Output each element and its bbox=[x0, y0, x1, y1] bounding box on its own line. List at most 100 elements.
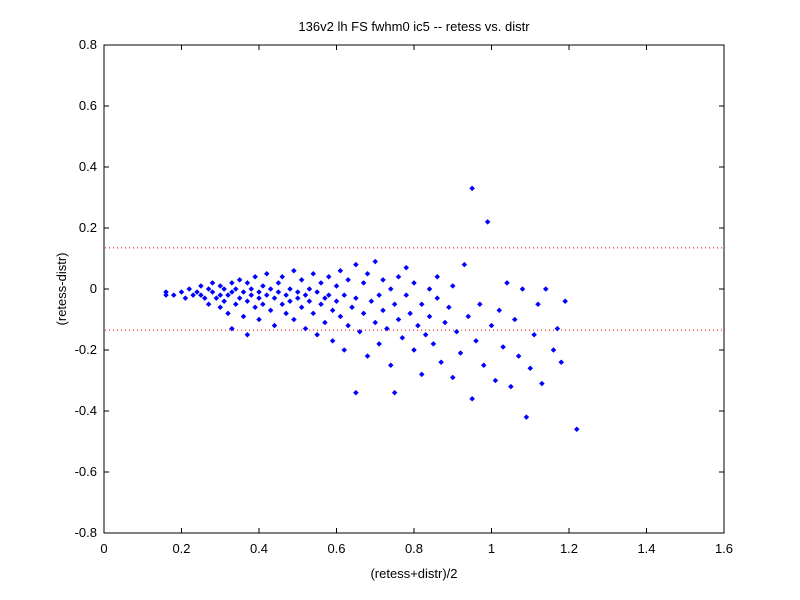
data-point bbox=[364, 353, 371, 359]
data-point bbox=[387, 286, 394, 292]
x-tick-label: 0.8 bbox=[405, 541, 423, 556]
data-point bbox=[337, 313, 344, 320]
data-point bbox=[345, 322, 351, 329]
data-point bbox=[395, 273, 402, 280]
data-point bbox=[418, 371, 425, 378]
data-point bbox=[302, 292, 309, 298]
data-point bbox=[407, 310, 413, 317]
y-tick-label: -0.2 bbox=[75, 342, 97, 357]
data-point bbox=[252, 304, 258, 311]
data-point bbox=[376, 341, 382, 347]
y-tick-label: -0.8 bbox=[75, 525, 97, 540]
data-point bbox=[511, 316, 518, 323]
data-point bbox=[318, 301, 324, 308]
data-point bbox=[302, 325, 309, 332]
data-point bbox=[391, 389, 398, 396]
data-point bbox=[558, 359, 565, 366]
data-point bbox=[484, 219, 491, 225]
x-tick-label: 0.4 bbox=[250, 541, 268, 556]
data-point bbox=[337, 267, 344, 274]
data-point bbox=[229, 325, 235, 332]
data-point bbox=[403, 292, 410, 298]
data-point bbox=[341, 292, 348, 298]
data-point bbox=[225, 310, 231, 317]
data-point bbox=[465, 313, 472, 320]
data-point bbox=[515, 353, 522, 359]
data-point bbox=[252, 273, 258, 280]
data-point bbox=[380, 307, 386, 314]
data-point bbox=[248, 286, 255, 292]
data-point bbox=[473, 337, 479, 344]
data-point bbox=[244, 298, 251, 305]
data-point bbox=[279, 273, 286, 280]
data-point bbox=[430, 341, 437, 347]
data-point bbox=[480, 362, 487, 369]
data-point bbox=[453, 328, 460, 335]
data-point bbox=[256, 316, 262, 323]
data-point bbox=[531, 331, 537, 338]
data-point bbox=[426, 313, 433, 320]
data-point bbox=[496, 307, 503, 314]
data-point bbox=[229, 289, 235, 295]
data-point bbox=[283, 310, 289, 317]
data-point bbox=[353, 389, 359, 396]
reference-lines bbox=[105, 247, 723, 331]
data-point bbox=[469, 395, 475, 402]
data-point bbox=[310, 270, 317, 277]
data-point bbox=[244, 331, 251, 338]
data-point bbox=[198, 283, 204, 289]
data-point bbox=[275, 289, 282, 295]
x-tick-label: 1 bbox=[488, 541, 495, 556]
data-point bbox=[395, 316, 402, 323]
data-point bbox=[387, 362, 394, 369]
data-point bbox=[170, 292, 177, 298]
data-point bbox=[190, 292, 196, 298]
data-point bbox=[260, 283, 266, 289]
x-tick-label: 1.6 bbox=[715, 541, 733, 556]
data-point bbox=[469, 185, 475, 192]
data-point bbox=[209, 280, 216, 286]
data-point bbox=[554, 325, 561, 332]
data-point bbox=[279, 301, 286, 308]
data-point bbox=[504, 280, 510, 286]
data-point bbox=[461, 261, 468, 268]
data-point bbox=[256, 295, 262, 302]
data-point bbox=[345, 276, 351, 283]
data-point bbox=[542, 286, 549, 292]
data-point bbox=[217, 283, 224, 289]
y-tick-label: -0.4 bbox=[75, 403, 97, 418]
data-point bbox=[535, 301, 541, 308]
y-tick-label: 0.8 bbox=[79, 37, 97, 52]
data-point bbox=[205, 301, 212, 308]
data-point bbox=[209, 289, 216, 295]
data-point bbox=[411, 347, 417, 353]
data-point bbox=[294, 289, 301, 295]
data-point bbox=[182, 295, 189, 302]
chart-title: 136v2 lh FS fwhm0 ic5 -- retess vs. dist… bbox=[298, 19, 530, 34]
data-point bbox=[322, 295, 328, 302]
data-point bbox=[442, 319, 448, 326]
data-point bbox=[256, 289, 262, 295]
data-point bbox=[372, 319, 379, 326]
data-points bbox=[163, 185, 580, 433]
y-tick-label: 0.2 bbox=[79, 220, 97, 235]
data-point bbox=[325, 292, 332, 298]
data-point bbox=[449, 374, 456, 381]
data-point bbox=[372, 258, 379, 265]
data-point bbox=[232, 286, 239, 292]
data-point bbox=[217, 304, 224, 311]
data-point bbox=[186, 286, 193, 292]
data-point bbox=[434, 295, 441, 302]
data-point bbox=[271, 295, 278, 302]
data-point bbox=[333, 283, 340, 289]
data-point bbox=[291, 316, 297, 323]
data-point bbox=[376, 292, 382, 298]
data-point bbox=[287, 298, 293, 305]
y-tick-label: 0 bbox=[90, 281, 97, 296]
data-point bbox=[163, 292, 169, 298]
data-point bbox=[399, 334, 406, 341]
x-axis-label: (retess+distr)/2 bbox=[370, 566, 457, 581]
data-point bbox=[411, 280, 417, 286]
data-point bbox=[415, 322, 421, 329]
data-point bbox=[438, 359, 444, 366]
